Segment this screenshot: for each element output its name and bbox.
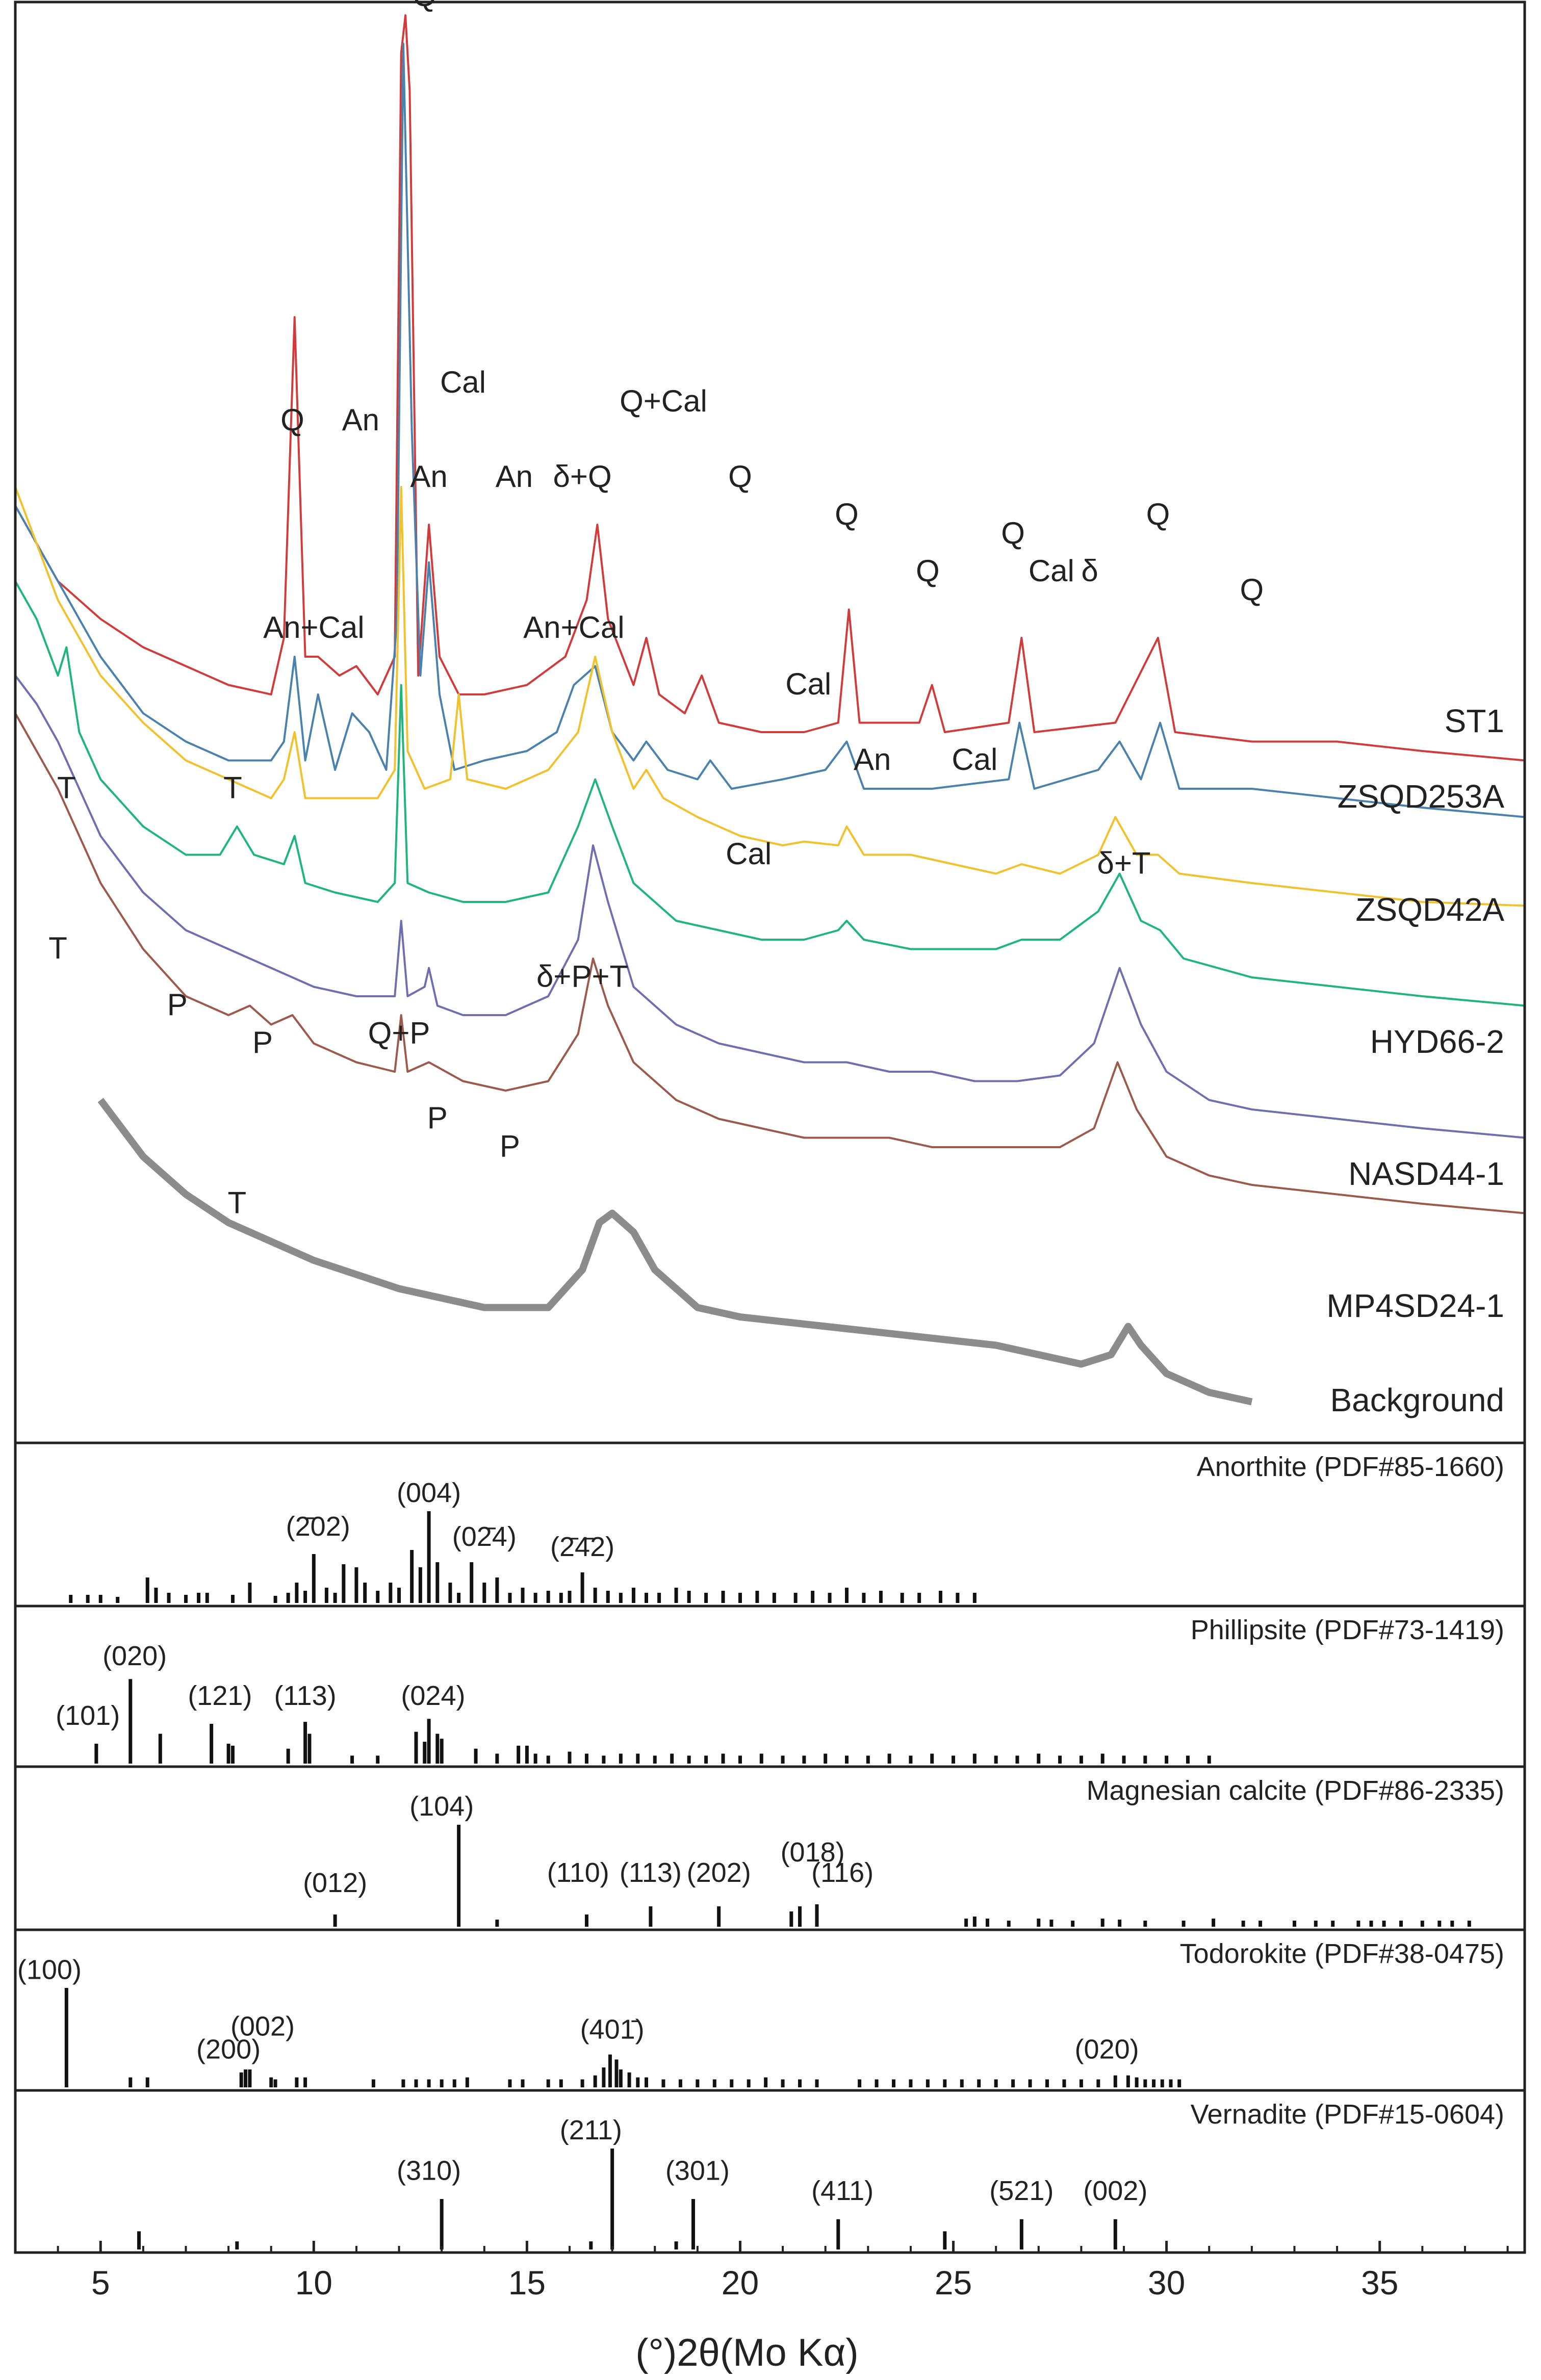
miller-index-label: (104) xyxy=(409,1791,474,1822)
peak-annotation: Cal xyxy=(1029,554,1074,588)
miller-index-label: (116) xyxy=(811,1857,874,1888)
peak-annotation: Q xyxy=(916,554,940,588)
reference-patterns-panel: Anorthite (PDF#85-1660) (2̄02) (004) (02̄4)… xyxy=(17,1452,1504,2249)
reference-pattern-name: Todorokite (PDF#38-0475) xyxy=(1180,1938,1504,1969)
miller-index-label: (310) xyxy=(397,2155,461,2186)
miller-index-label: (020) xyxy=(102,1641,167,1671)
miller-index-label: (202) xyxy=(687,1857,751,1888)
miller-index-label: (113) xyxy=(620,1857,682,1888)
peak-annotation: Q xyxy=(1240,573,1264,607)
x-axis-tick-label: 15 xyxy=(508,2264,546,2301)
peak-annotation: Q+P xyxy=(368,1016,430,1050)
peak-annotation: δ+Q xyxy=(553,459,612,494)
miller-index-label: (113) xyxy=(274,1680,337,1711)
reference-pattern-name: Magnesian calcite (PDF#86-2335) xyxy=(1087,1775,1504,1806)
peak-annotation: Cal xyxy=(726,837,772,871)
miller-index-label: (2̄4̄2) xyxy=(550,1532,614,1562)
x-axis-tick-label: 30 xyxy=(1148,2264,1185,2301)
miller-index-label: (401̄) xyxy=(580,2014,645,2045)
peak-annotation: Q xyxy=(280,403,304,437)
peak-annotation: δ+T xyxy=(1097,846,1150,881)
reference-pattern: Anorthite (PDF#85-1660) (2̄02) (004) (02̄4)… xyxy=(69,1452,1504,1603)
peak-annotation: P xyxy=(427,1101,448,1135)
panel-frames xyxy=(14,1,1526,2254)
pattern-line-mp4sd24-1 xyxy=(14,713,1525,1214)
reference-pattern-name: Phillipsite (PDF#73-1419) xyxy=(1191,1615,1504,1645)
peak-annotation: Q+Cal xyxy=(620,384,707,418)
reference-pattern: Todorokite (PDF#38-0475) (100) (002)(200) (… xyxy=(17,1938,1504,2087)
miller-index-label: (101) xyxy=(56,1700,120,1731)
peak-annotation: Q xyxy=(835,497,859,531)
miller-index-label: (002) xyxy=(230,2011,295,2041)
peak-annotation: T xyxy=(48,931,67,965)
pattern-label-zsqd253a: ZSQD253A xyxy=(1338,778,1505,815)
pattern-line-nasd44-1 xyxy=(14,675,1525,1139)
miller-index-label: (110) xyxy=(547,1857,609,1888)
pattern-label-hyd66-2: HYD66-2 xyxy=(1370,1023,1504,1060)
miller-index-label: (301) xyxy=(665,2155,730,2186)
miller-index-label: (012) xyxy=(303,1868,367,1898)
x-axis: 5 10 15 20 25 30 35 xyxy=(57,2241,1509,2301)
miller-index-label: (200) xyxy=(196,2034,261,2064)
pattern-line-hyd66-2 xyxy=(14,581,1525,1007)
x-axis-tick-label: 25 xyxy=(935,2264,972,2301)
x-axis-tick-label: 35 xyxy=(1361,2264,1398,2301)
peak-annotation: δ xyxy=(1081,554,1098,588)
peak-annotation: An xyxy=(496,459,533,494)
peak-annotation: Cal xyxy=(440,365,486,399)
peak-annotation: T xyxy=(227,1186,246,1220)
peak-annotation: P xyxy=(167,988,188,1022)
pattern-line-zsqd253a xyxy=(14,42,1525,818)
miller-index-label: (121) xyxy=(188,1680,252,1711)
peak-annotation: T xyxy=(57,771,76,805)
diffraction-patterns-panel: ST1 ZSQD253A ZSQD42A HYD66-2 NASD44-1 MP4SD24… xyxy=(14,0,1525,1418)
pattern-label-mp4sd24-1: MP4SD24-1 xyxy=(1326,1287,1504,1324)
reference-pattern: Magnesian calcite (PDF#86-2335) (012) (104… xyxy=(303,1775,1504,1927)
pattern-line-background xyxy=(97,1098,1253,1406)
miller-index-label: (018) xyxy=(781,1837,845,1868)
reference-pattern-name: Vernadite (PDF#15-0604) xyxy=(1191,2099,1504,2130)
x-axis-label: (°)2θ(Mo Kα) xyxy=(635,2331,858,2374)
miller-index-label: (02̄4) xyxy=(452,1521,517,1552)
peak-annotation: Q xyxy=(1001,516,1025,550)
reference-pattern: Vernadite (PDF#15-0604) (310) (211) (301) (4… xyxy=(137,2099,1504,2249)
reference-pattern: Phillipsite (PDF#73-1419) (101) (020) (121)… xyxy=(56,1615,1504,1764)
x-axis-tick-label: 5 xyxy=(91,2264,110,2301)
peak-annotation: An+Cal xyxy=(523,610,624,644)
miller-index-label: (020) xyxy=(1075,2034,1139,2064)
x-axis-tick-label: 20 xyxy=(722,2264,759,2301)
pattern-label-nasd44-1: NASD44-1 xyxy=(1348,1155,1504,1192)
peak-annotation: δ+P+T xyxy=(536,960,628,994)
reference-pattern-name: Anorthite (PDF#85-1660) xyxy=(1197,1452,1504,1482)
miller-index-label: (024) xyxy=(401,1680,465,1711)
peak-annotation: An xyxy=(854,742,891,777)
pattern-label-st1: ST1 xyxy=(1445,703,1504,739)
miller-index-label: (002) xyxy=(1083,2176,1147,2206)
peak-annotation: An xyxy=(410,459,447,494)
miller-index-label: (411) xyxy=(811,2176,874,2206)
miller-index-label: (100) xyxy=(17,1954,82,1985)
pattern-label-background: Background xyxy=(1330,1382,1504,1418)
peak-annotation: T xyxy=(223,771,242,805)
miller-index-label: (211) xyxy=(560,2115,622,2145)
peak-annotation: P xyxy=(500,1129,520,1163)
peak-annotation: An+Cal xyxy=(263,610,364,644)
peak-annotation: Cal xyxy=(785,667,831,701)
peak-annotation: An xyxy=(342,403,379,437)
pattern-line-zsqd42a xyxy=(14,486,1525,907)
pattern-label-zsqd42a: ZSQD42A xyxy=(1355,891,1504,928)
peak-annotation: P xyxy=(252,1025,273,1059)
miller-index-label: (004) xyxy=(397,1478,461,1508)
miller-index-label: (521) xyxy=(989,2176,1054,2206)
peak-annotation: Q xyxy=(728,459,752,494)
miller-index-label: (2̄02) xyxy=(286,1511,350,1542)
peak-annotation: Cal xyxy=(952,742,997,777)
peak-annotation: Q xyxy=(1146,497,1170,531)
outer-frame xyxy=(14,1,1526,2254)
pattern-line-st1 xyxy=(14,14,1525,762)
x-axis-tick-label: 10 xyxy=(295,2264,332,2301)
